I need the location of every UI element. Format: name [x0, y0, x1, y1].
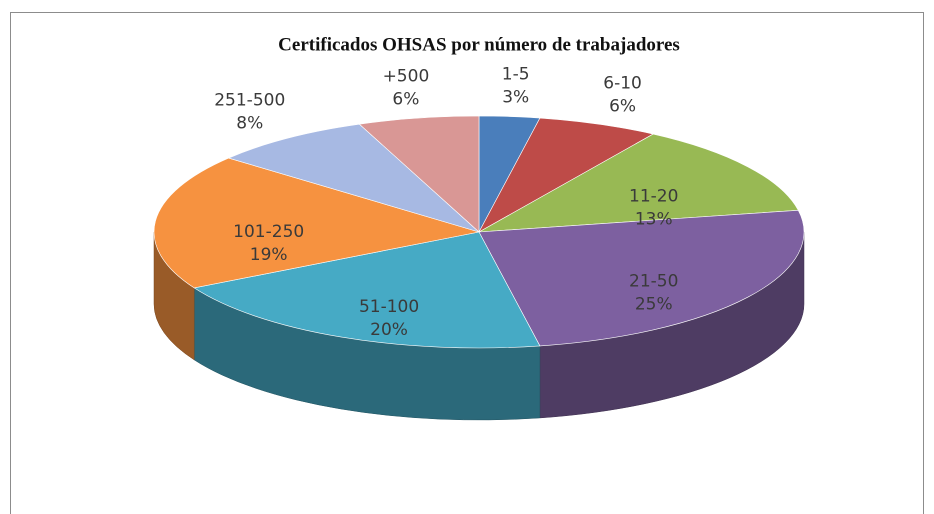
pie-slice	[358, 115, 480, 233]
slice-value-label: 25%	[635, 294, 673, 314]
pie-tops	[153, 115, 805, 349]
slice-label: +500	[383, 66, 430, 86]
slice-value-label: 6%	[392, 89, 419, 109]
slice-label: 6-10	[603, 74, 642, 94]
slice-value-label: 13%	[635, 210, 673, 230]
slice-label: 21-50	[629, 271, 678, 291]
pie-slice	[227, 123, 480, 233]
slice-label: 251-500	[214, 90, 285, 110]
pie-slice	[478, 117, 654, 233]
slice-value-label: 19%	[250, 245, 288, 265]
pie-slice	[193, 231, 541, 349]
chart-title: Certificados OHSAS por número de trabaja…	[278, 34, 680, 55]
slice-label: 11-20	[629, 187, 678, 207]
slice-value-label: 6%	[609, 97, 636, 117]
slice-value-label: 3%	[502, 87, 529, 107]
slice-label: 101-250	[233, 222, 304, 242]
pie-slice	[478, 209, 805, 347]
slice-value-label: 20%	[370, 320, 408, 340]
pie-sides	[153, 231, 805, 421]
slice-value-label: 8%	[236, 113, 263, 133]
pie-slice	[153, 157, 480, 289]
slice-label: 51-100	[359, 297, 419, 317]
pie-slice	[478, 133, 799, 233]
slice-label: 1-5	[502, 64, 530, 84]
